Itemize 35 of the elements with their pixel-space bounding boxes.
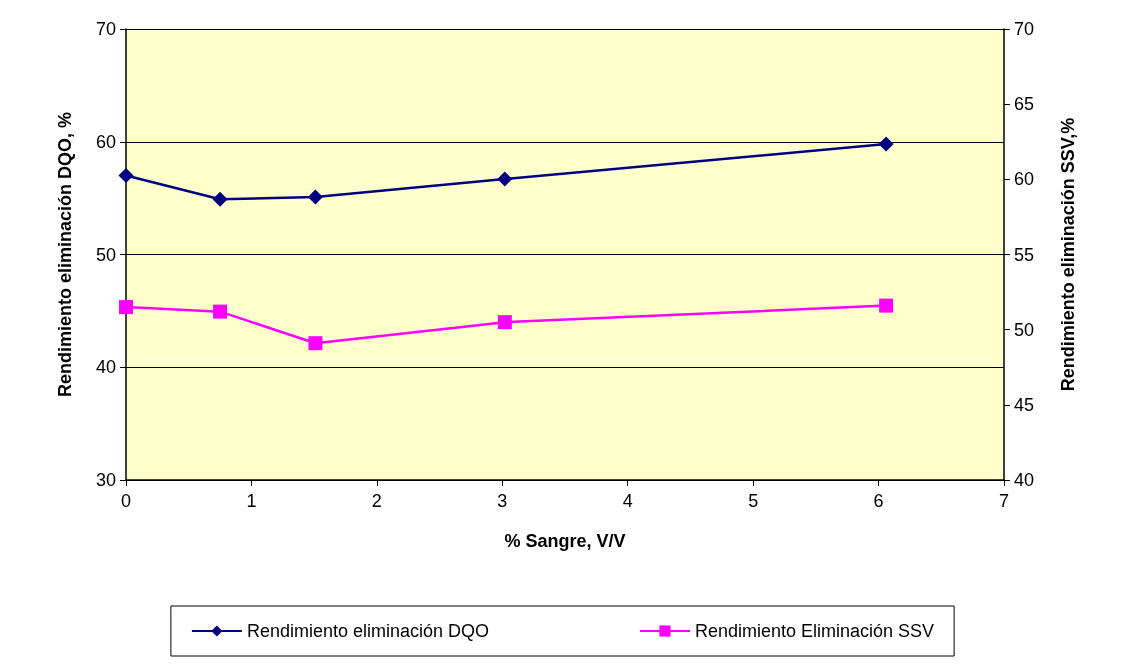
- y-tick-label: 60: [95, 131, 116, 152]
- y2-tick-label: 65: [1014, 94, 1035, 115]
- legend-label: Rendimiento Eliminación SSV: [694, 621, 935, 641]
- y2-tick-label: 45: [1014, 394, 1035, 415]
- x-axis-title: % Sangre, V/V: [504, 531, 626, 551]
- x-tick-label: 5: [748, 491, 759, 511]
- point: [307, 189, 323, 205]
- y-axis-title: Rendimiento eliminación DQO, %: [55, 111, 75, 398]
- y-tick-label: 50: [95, 244, 116, 265]
- point: [118, 168, 134, 184]
- x-tick-label: 1: [246, 491, 257, 511]
- point: [879, 298, 894, 313]
- point: [213, 304, 228, 319]
- x-tick-label: 6: [873, 491, 884, 511]
- y2-tick-label: 70: [1014, 19, 1035, 39]
- legend-label: Rendimiento eliminación DQO: [246, 621, 489, 641]
- point: [497, 171, 513, 187]
- x-tick-label: 4: [622, 491, 633, 511]
- x-tick-label: 3: [497, 491, 508, 511]
- point: [497, 315, 512, 330]
- y-tick-label: 40: [95, 357, 116, 378]
- y-tick-label: 30: [95, 470, 116, 490]
- x-tick-label: 2: [371, 491, 382, 511]
- x-tick-label: 0: [120, 491, 132, 511]
- point: [212, 191, 228, 207]
- point: [119, 300, 133, 315]
- x-tick-label: 7: [998, 491, 1010, 511]
- y2-axis-title: Rendimiento eliminación SSV,%: [1058, 117, 1078, 392]
- y2-tick-label: 60: [1014, 169, 1035, 190]
- point: [878, 136, 894, 152]
- y-tick-label: 70: [95, 19, 116, 39]
- y2-tick-label: 50: [1014, 319, 1035, 340]
- point: [308, 336, 323, 351]
- y2-tick-label: 40: [1014, 470, 1035, 490]
- y2-tick-label: 55: [1014, 244, 1035, 265]
